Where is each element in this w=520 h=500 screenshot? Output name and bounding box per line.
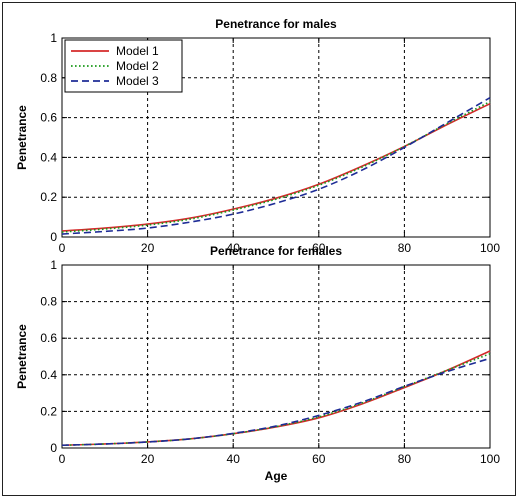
legend-label: Model 1 (116, 44, 159, 58)
series-line-2-2 (61, 353, 491, 447)
y-axis-label: Penetrance (15, 105, 29, 170)
y-tick-label: 0.4 (40, 368, 57, 382)
legend-label: Model 2 (116, 59, 159, 73)
y-tick-label: 0 (50, 230, 57, 244)
axes-box-1 (61, 37, 491, 238)
series-line-1-2 (61, 100, 491, 233)
x-tick-label: 80 (398, 452, 412, 466)
y-tick-label: 0.4 (40, 150, 57, 164)
x-tick-label: 80 (398, 241, 412, 255)
y-tick-label: 0.8 (40, 295, 57, 309)
chart-title: Penetrance for females (210, 244, 342, 258)
x-tick-label: 100 (480, 241, 500, 255)
plot-area-2 (62, 265, 490, 448)
axes-box-2 (61, 264, 491, 449)
y-tick-label: 0.8 (40, 71, 57, 85)
x-tick-label: 100 (480, 452, 500, 466)
y-tick-label: 0.2 (40, 190, 57, 204)
chart-title: Penetrance for males (215, 17, 337, 31)
x-tick-label: 0 (59, 241, 66, 255)
y-axis-label: Penetrance (15, 324, 29, 389)
x-tick-label: 60 (312, 241, 326, 255)
y-tick-label: 0.6 (40, 331, 57, 345)
x-tick-label: 40 (227, 452, 241, 466)
x-tick-label: 40 (227, 241, 241, 255)
x-tick-label: 0 (59, 452, 66, 466)
y-tick-label: 1 (50, 31, 57, 45)
y-tick-label: 0 (50, 441, 57, 455)
x-tick-label: 20 (141, 452, 155, 466)
series-line-1-1 (61, 102, 491, 232)
legend-label: Model 3 (116, 74, 159, 88)
y-tick-label: 0.6 (40, 111, 57, 125)
x-tick-label: 60 (312, 452, 326, 466)
y-tick-label: 1 (50, 258, 57, 272)
x-axis-label: Age (265, 469, 288, 483)
series-line-2-3 (61, 357, 491, 447)
x-tick-label: 20 (141, 241, 155, 255)
y-tick-label: 0.2 (40, 404, 57, 418)
